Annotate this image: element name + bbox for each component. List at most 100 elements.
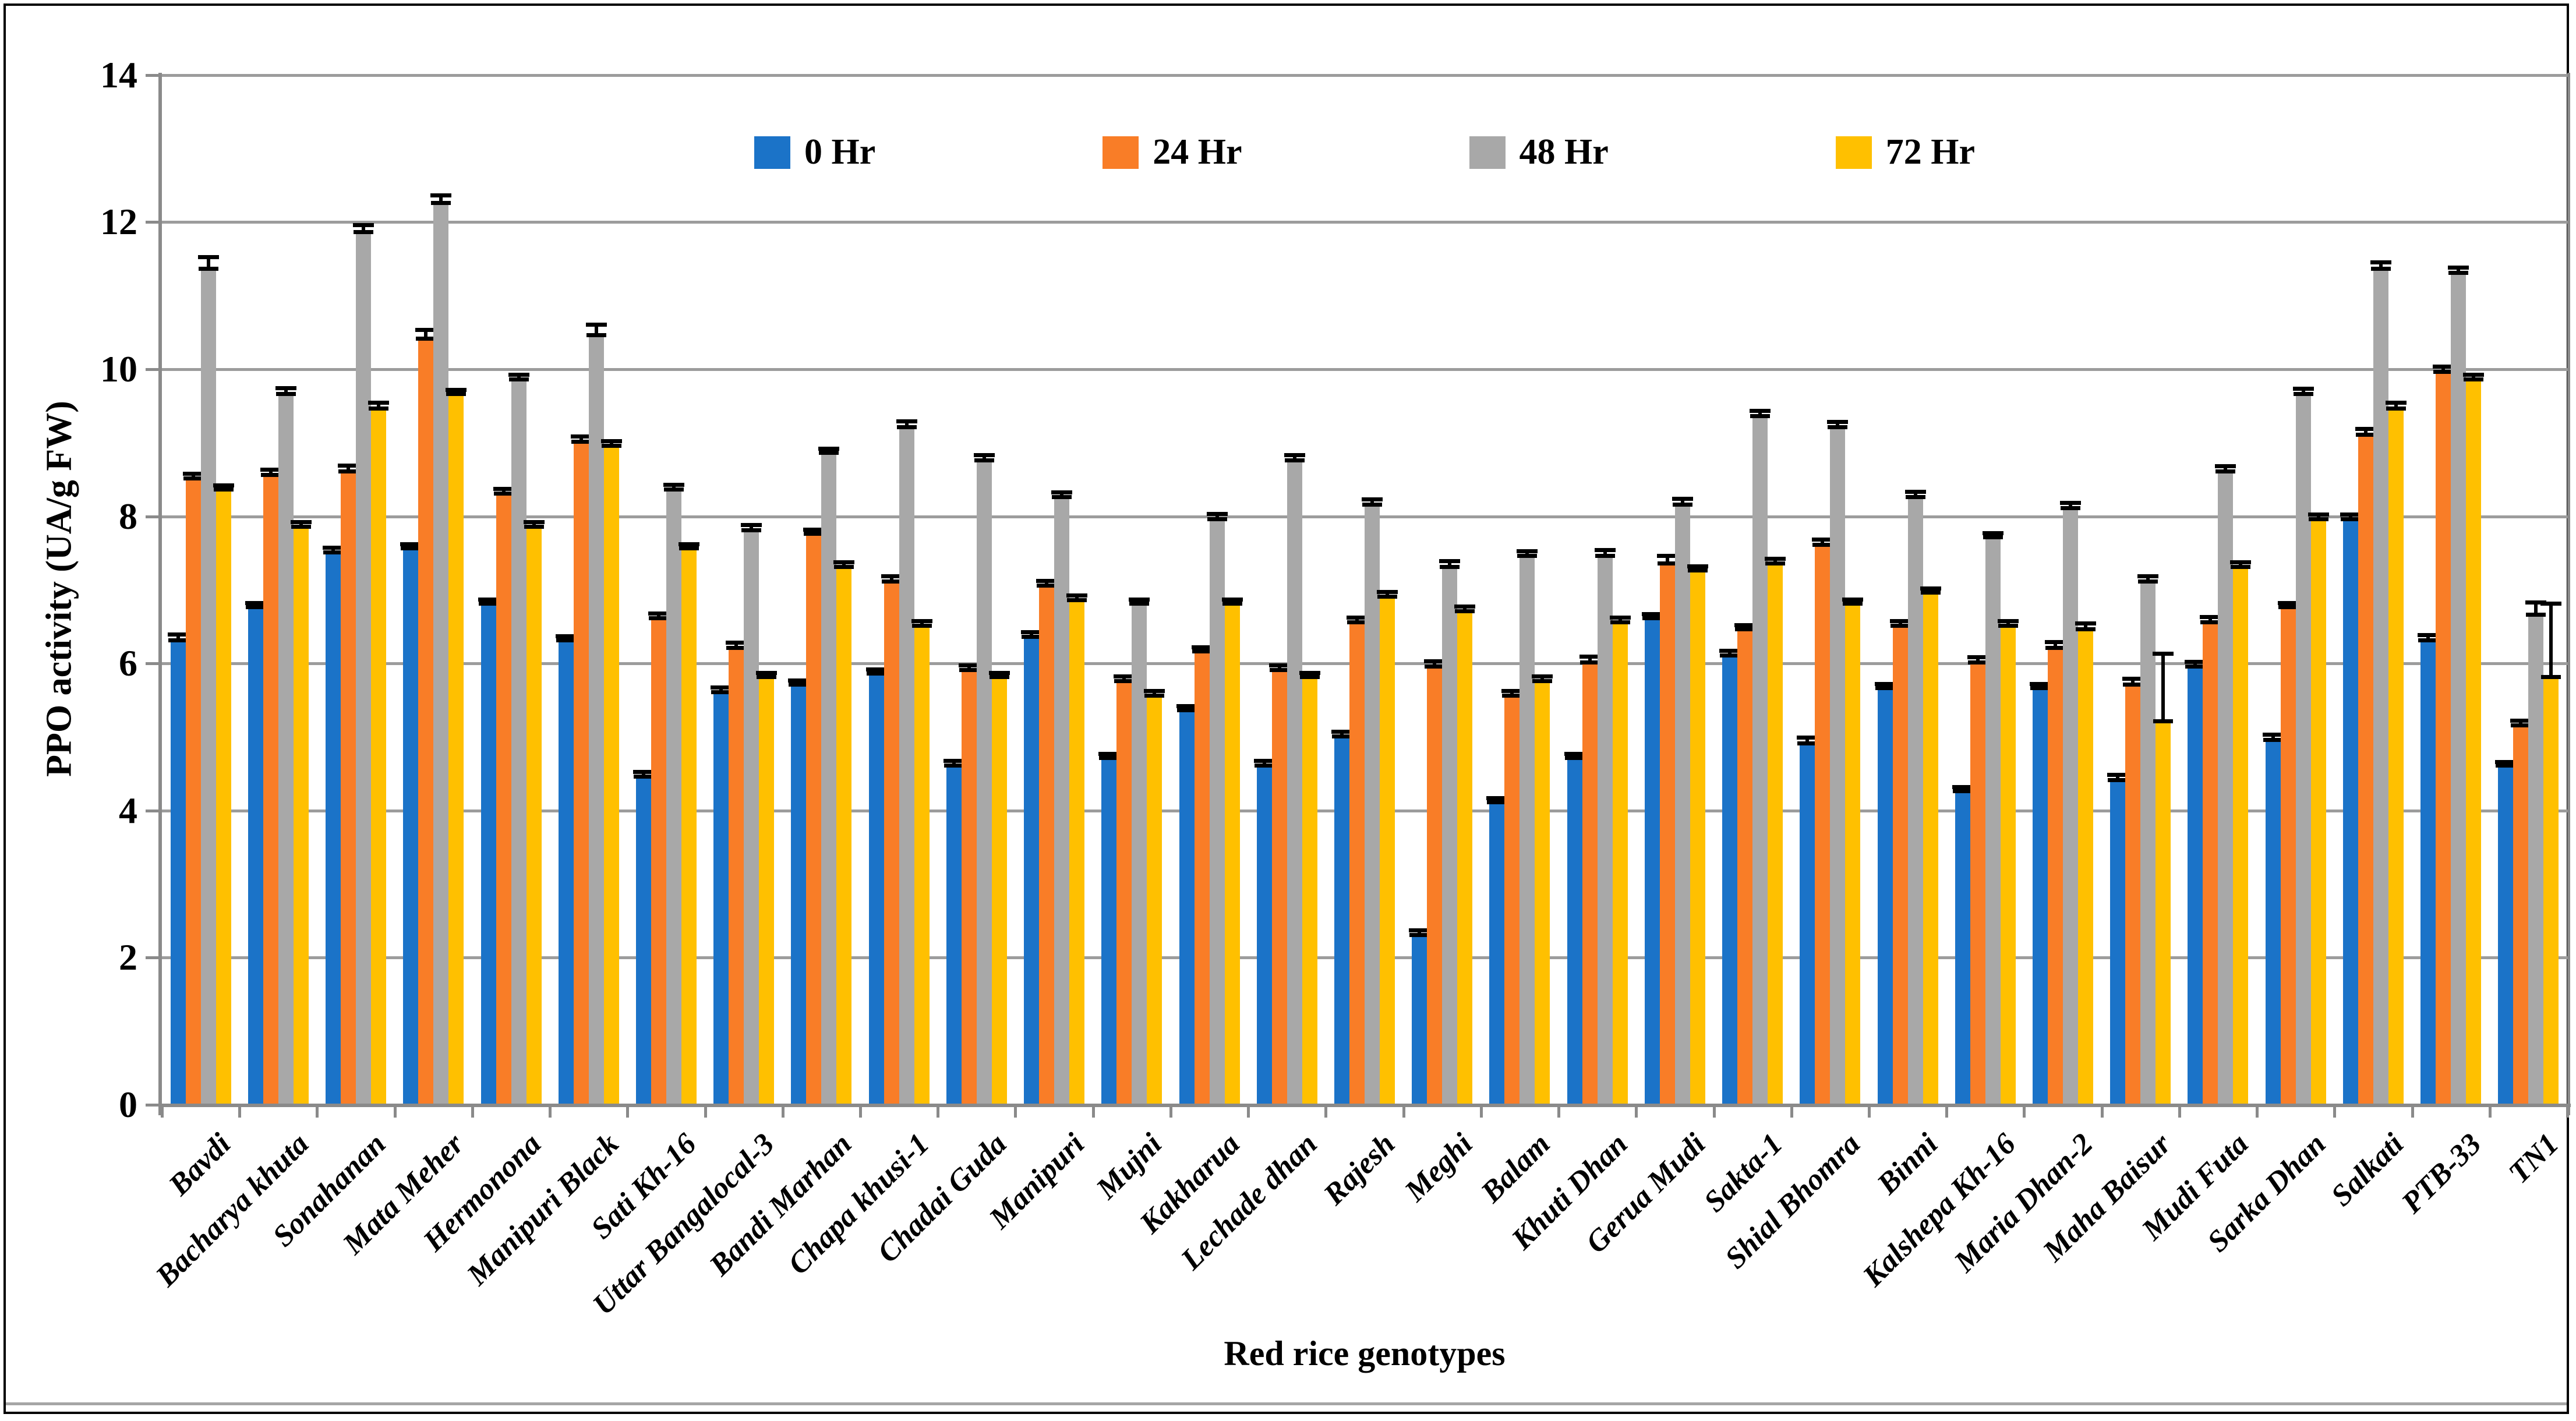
error-bar-base-cap: [1517, 554, 1538, 558]
bar-72-hr-balam: [1535, 680, 1550, 1104]
bar-72-hr-ptb-33: [2466, 379, 2482, 1104]
x-tick-mark: [2023, 1107, 2026, 1118]
error-bar-top-cap: [353, 222, 374, 227]
error-bar-base-cap: [524, 524, 544, 529]
error-bar-top-cap: [1889, 619, 1911, 624]
y-tick-label: 14: [100, 54, 137, 96]
error-bar-whisker: [1370, 499, 1374, 504]
bar-0-hr-meghi: [1412, 934, 1427, 1104]
error-bar-base-cap: [1750, 414, 1771, 419]
error-bar-base-cap: [633, 774, 653, 779]
bar-chart: 0 Hr 24 Hr 48 Hr 72 Hr PPO activity (UA/g F…: [6, 6, 2571, 1412]
error-bar-base-cap: [401, 546, 421, 551]
error-bar-top-cap: [1051, 490, 1073, 495]
error-bar-whisker: [889, 576, 893, 582]
right-spine: [2567, 72, 2570, 1115]
error-bar-whisker: [982, 455, 986, 460]
error-bar-base-cap: [213, 487, 234, 492]
error-bar-top-cap: [400, 542, 422, 546]
bar-0-hr-khuti-dhan: [1567, 758, 1582, 1104]
error-bar-top-cap: [2308, 512, 2329, 517]
error-bar-top-cap: [167, 632, 189, 637]
error-bar-base-cap: [2076, 627, 2096, 632]
bar-0-hr-shial-bhomra: [1800, 743, 1815, 1104]
y-tick-mark: [146, 1104, 162, 1107]
y-tick-mark: [146, 368, 162, 371]
bar-72-hr-chadai-guda: [991, 677, 1007, 1104]
error-bar-whisker: [176, 634, 180, 641]
bar-0-hr-ptb-33: [2420, 640, 2436, 1104]
x-category-label-meghi: Meghi: [1398, 1127, 1479, 1208]
error-bar-base-cap: [1192, 649, 1212, 654]
error-bar-base-cap: [338, 469, 359, 473]
bar-48-hr-salkati: [2373, 268, 2388, 1104]
error-bar-top-cap: [1066, 593, 1088, 598]
legend-item-0-hr: 0 Hr: [754, 132, 875, 173]
error-bar-base-cap: [260, 473, 281, 478]
bar-48-hr-chapa-khusi-1: [899, 427, 914, 1104]
error-bar-top-cap: [478, 597, 499, 602]
bar-72-hr-shial-bhomra: [1845, 603, 1861, 1104]
y-tick-label: 4: [119, 789, 137, 831]
error-bar-whisker: [2457, 267, 2461, 273]
bar-24-hr-hermonona: [496, 493, 511, 1104]
x-category-label-salkati: Salkati: [2324, 1127, 2410, 1213]
bar-24-hr-binni: [1892, 625, 1908, 1104]
y-tick-label: 10: [100, 348, 137, 390]
error-bar-base-cap: [2511, 723, 2531, 727]
error-bar-base-cap: [601, 443, 621, 448]
bar-48-hr-meghi: [1442, 567, 1458, 1104]
legend-swatch-72-hr: [1835, 136, 1872, 169]
error-bar-whisker: [2131, 678, 2135, 685]
error-bar-base-cap: [1672, 502, 1692, 507]
bar-48-hr-sakta-1: [1752, 416, 1768, 1104]
error-bar-base-cap: [1843, 602, 1863, 606]
error-bar-base-cap: [2185, 664, 2206, 669]
error-bar-whisker: [2116, 775, 2120, 780]
error-bar-whisker: [1976, 657, 1980, 663]
error-bar-top-cap: [1750, 409, 1771, 413]
error-bar-whisker: [206, 257, 210, 269]
error-bar-whisker: [2161, 653, 2165, 722]
x-tick-mark: [1790, 1107, 1793, 1118]
legend-swatch-24-hr: [1103, 136, 1139, 169]
error-bar-base-cap: [168, 638, 188, 643]
error-bar-top-cap: [663, 482, 684, 487]
error-bar-whisker: [2394, 402, 2398, 409]
y-axis-line: [158, 72, 162, 1115]
error-bar-top-cap: [1812, 538, 1833, 542]
error-bar-base-cap: [1284, 458, 1305, 462]
error-bar-base-cap: [478, 602, 499, 606]
error-bar-base-cap: [974, 458, 994, 462]
error-bar-base-cap: [2496, 763, 2516, 768]
x-tick-mark: [1635, 1107, 1638, 1118]
error-bar-top-cap: [446, 387, 467, 392]
bar-24-hr-mata-meher: [418, 338, 434, 1104]
x-tick-mark: [1867, 1107, 1871, 1118]
error-bar-base-cap: [989, 675, 1009, 680]
error-bar-base-cap: [431, 200, 451, 205]
error-bar-top-cap: [1842, 597, 1864, 602]
error-bar-base-cap: [2464, 377, 2484, 381]
plot-area: 0 2 4 6 8 10 12 14 Bavdi Bacharya khuta Sonahanan M…: [6, 6, 2571, 1412]
error-bar-base-cap: [291, 524, 311, 529]
error-bar-top-cap: [1424, 659, 1446, 663]
error-bar-base-cap: [1983, 535, 2003, 540]
error-bar-top-cap: [2185, 659, 2206, 664]
error-bar-whisker: [2271, 734, 2275, 740]
error-bar-base-cap: [896, 425, 917, 430]
error-bar-top-cap: [973, 453, 995, 458]
error-bar-top-cap: [1347, 616, 1367, 620]
error-bar-whisker: [594, 324, 598, 335]
error-bar-base-cap: [2370, 267, 2391, 271]
error-bar-top-cap: [197, 255, 219, 260]
error-bar-base-cap: [1998, 624, 2018, 628]
error-bar-top-cap: [1609, 616, 1631, 620]
bar-0-hr-maria-dhan-2: [2033, 688, 2048, 1104]
error-bar-base-cap: [1890, 624, 1910, 628]
bar-0-hr-binni: [1877, 688, 1893, 1104]
bar-24-hr-uttar-bangalocal-3: [729, 647, 744, 1104]
error-bar-top-cap: [1268, 663, 1290, 668]
error-bar-base-cap: [1735, 627, 1755, 632]
bar-48-hr-sarka-dhan: [2295, 394, 2311, 1104]
